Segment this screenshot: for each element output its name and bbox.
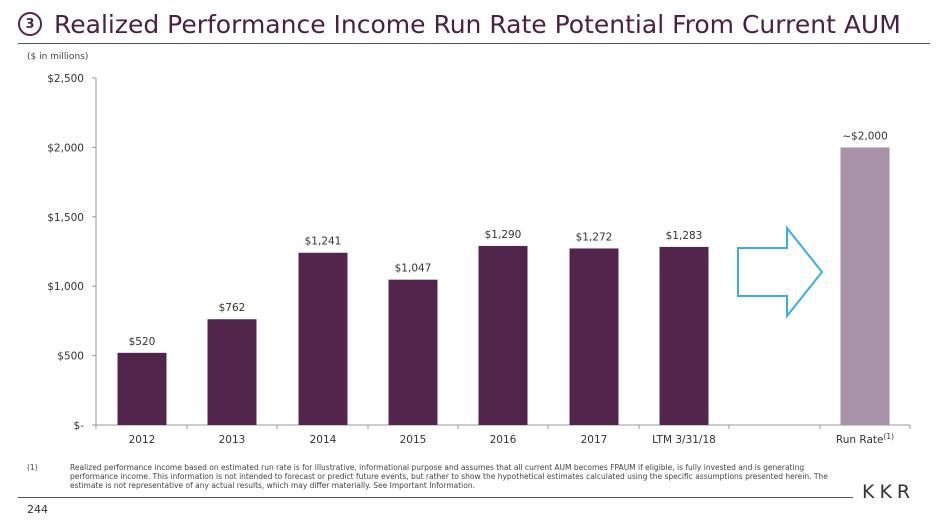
- category-label: 2012: [129, 434, 156, 446]
- data-label: $1,283: [666, 230, 703, 242]
- chart-labels: $520 2012 $762 2013 $1,241 2014 $1,047 2015 $1,2…: [129, 130, 895, 446]
- bar-chart: $-$500$1,000$1,500$2,000$2,500 $5202012$…: [47, 73, 911, 446]
- y-tick-label: $2,000: [47, 142, 84, 154]
- footnote-marker: (1): [27, 463, 38, 472]
- bar: [840, 147, 890, 425]
- y-tick-label: $-: [74, 420, 85, 432]
- right-arrow-icon: [737, 225, 824, 319]
- category-label: 2013: [219, 434, 246, 446]
- run-rate-superscript: (1): [883, 432, 894, 441]
- page-number: 244: [27, 503, 48, 516]
- data-label: ~$2,000: [842, 130, 888, 142]
- page-title: Realized Performance Income Run Rate Pot…: [54, 10, 901, 39]
- section-number-badge: 3: [18, 12, 42, 36]
- category-label: LTM 3/31/18: [652, 434, 716, 446]
- category-label: 2016: [490, 434, 517, 446]
- category-label: 2017: [581, 434, 608, 446]
- chart-bars: [117, 147, 890, 425]
- data-label: $1,272: [576, 231, 613, 243]
- y-tick-label: $2,500: [47, 73, 84, 85]
- y-tick-label: $1,500: [47, 212, 84, 224]
- kkr-logo: KKR: [862, 481, 916, 503]
- bar: [207, 319, 257, 425]
- bar: [659, 246, 709, 425]
- data-label: $520: [129, 336, 156, 348]
- data-label: $1,241: [305, 236, 342, 248]
- chart-axes: $- $500 $1,000 $1,500 $2,000 $2,500: [47, 73, 911, 432]
- units-label: ($ in millions): [27, 52, 89, 62]
- footer-divider: [18, 497, 853, 498]
- bar: [569, 248, 619, 425]
- data-label: $762: [219, 302, 246, 314]
- bar: [298, 252, 348, 425]
- bar: [388, 279, 438, 425]
- y-tick-label: $1,000: [47, 281, 84, 293]
- footnote-text: Realized performance income based on est…: [70, 463, 828, 490]
- bar: [478, 245, 528, 425]
- category-label: 2014: [310, 434, 337, 446]
- category-label: 2015: [400, 434, 427, 446]
- slide-header: 3 Realized Performance Income Run Rate P…: [18, 8, 930, 44]
- data-label: $1,290: [485, 229, 522, 241]
- y-tick-label: $500: [57, 351, 84, 363]
- category-label: Run Rate(1): [836, 432, 894, 446]
- title-divider: [18, 43, 930, 44]
- data-label: $1,047: [395, 263, 432, 275]
- bar: [117, 352, 167, 425]
